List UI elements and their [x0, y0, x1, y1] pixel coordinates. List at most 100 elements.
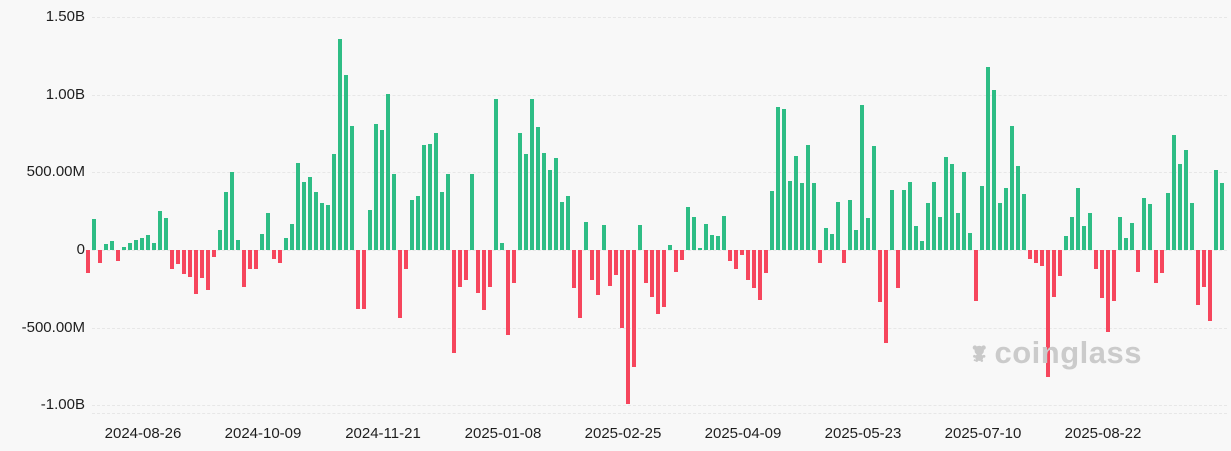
netflow-bar[interactable] [182, 250, 186, 275]
netflow-bar[interactable] [314, 191, 318, 250]
netflow-bar[interactable] [812, 183, 816, 250]
netflow-bar[interactable] [848, 200, 852, 250]
netflow-bar[interactable] [440, 191, 444, 250]
netflow-bar[interactable] [398, 250, 402, 319]
netflow-bar[interactable] [206, 250, 210, 290]
netflow-bar[interactable] [962, 171, 966, 250]
netflow-bar[interactable] [530, 98, 534, 250]
netflow-bar[interactable] [788, 180, 792, 250]
netflow-bar[interactable] [896, 250, 900, 289]
netflow-bar[interactable] [1052, 250, 1056, 297]
netflow-bar[interactable] [1148, 204, 1152, 250]
netflow-bar[interactable] [392, 173, 396, 250]
netflow-bar[interactable] [428, 144, 432, 250]
netflow-bar[interactable] [1172, 135, 1176, 250]
netflow-bar[interactable] [344, 75, 348, 250]
netflow-bar[interactable] [434, 133, 438, 250]
netflow-bar[interactable] [698, 247, 702, 250]
netflow-bar[interactable] [608, 250, 612, 286]
netflow-bar[interactable] [1028, 250, 1032, 260]
netflow-bar[interactable] [218, 229, 222, 250]
netflow-bar[interactable] [224, 191, 228, 250]
netflow-bar[interactable] [614, 250, 618, 275]
netflow-bar[interactable] [980, 186, 984, 250]
netflow-bar[interactable] [572, 250, 576, 289]
netflow-bar[interactable] [1082, 225, 1086, 250]
netflow-bar[interactable] [500, 243, 504, 250]
netflow-bar[interactable] [506, 250, 510, 335]
netflow-bar[interactable] [416, 196, 420, 250]
netflow-bar[interactable] [662, 250, 666, 307]
netflow-bar[interactable] [422, 145, 426, 250]
netflow-bar[interactable] [866, 218, 870, 250]
netflow-bar[interactable] [1136, 250, 1140, 272]
netflow-bar[interactable] [1154, 250, 1158, 284]
netflow-bar[interactable] [542, 152, 546, 250]
netflow-bar[interactable] [1112, 250, 1116, 302]
netflow-bar[interactable] [362, 250, 366, 310]
netflow-bar[interactable] [410, 200, 414, 250]
netflow-bar[interactable] [1130, 222, 1134, 250]
netflow-bar[interactable] [494, 98, 498, 250]
netflow-bar[interactable] [326, 204, 330, 250]
netflow-bar[interactable] [116, 250, 120, 261]
netflow-bar[interactable] [1124, 237, 1128, 250]
netflow-bar[interactable] [1076, 187, 1080, 250]
netflow-bar[interactable] [920, 240, 924, 250]
netflow-bar[interactable] [122, 246, 126, 250]
netflow-bar[interactable] [1004, 187, 1008, 250]
netflow-bar[interactable] [884, 250, 888, 344]
netflow-bar[interactable] [1040, 250, 1044, 267]
netflow-bar[interactable] [164, 218, 168, 250]
netflow-bar[interactable] [1046, 250, 1050, 378]
netflow-bar[interactable] [254, 250, 258, 269]
netflow-bar[interactable] [602, 225, 606, 250]
netflow-bar[interactable] [974, 250, 978, 302]
netflow-bar[interactable] [512, 250, 516, 284]
netflow-bar[interactable] [734, 250, 738, 269]
netflow-bar[interactable] [1190, 203, 1194, 250]
netflow-bar[interactable] [752, 250, 756, 289]
netflow-bar[interactable] [1070, 216, 1074, 250]
netflow-bar[interactable] [824, 228, 828, 250]
netflow-bar[interactable] [878, 250, 882, 303]
netflow-bar[interactable] [1022, 194, 1026, 250]
netflow-bar[interactable] [764, 250, 768, 273]
netflow-bar[interactable] [446, 173, 450, 250]
netflow-bar[interactable] [560, 201, 564, 250]
netflow-bar[interactable] [914, 225, 918, 250]
netflow-bar[interactable] [458, 250, 462, 287]
netflow-bar[interactable] [938, 216, 942, 250]
netflow-bar[interactable] [230, 172, 234, 250]
netflow-bar[interactable] [902, 190, 906, 250]
netflow-bar[interactable] [212, 250, 216, 257]
netflow-bar[interactable] [170, 250, 174, 269]
netflow-bar[interactable] [950, 163, 954, 250]
netflow-bar[interactable] [836, 201, 840, 250]
netflow-bar[interactable] [674, 250, 678, 272]
netflow-bar[interactable] [350, 125, 354, 250]
netflow-bar[interactable] [986, 67, 990, 250]
netflow-bar[interactable] [782, 109, 786, 250]
netflow-bar[interactable] [1184, 149, 1188, 250]
netflow-bar[interactable] [1034, 250, 1038, 264]
netflow-bar[interactable] [104, 243, 108, 250]
netflow-bar[interactable] [632, 250, 636, 367]
netflow-bar[interactable] [728, 250, 732, 261]
netflow-bar[interactable] [470, 173, 474, 250]
netflow-bar[interactable] [134, 239, 138, 250]
netflow-bar[interactable] [680, 250, 684, 261]
netflow-bar[interactable] [590, 250, 594, 280]
netflow-bar[interactable] [242, 250, 246, 287]
netflow-bar[interactable] [260, 233, 264, 250]
netflow-bar[interactable] [356, 250, 360, 310]
netflow-bar[interactable] [710, 235, 714, 250]
netflow-bar[interactable] [704, 224, 708, 250]
netflow-bar[interactable] [716, 236, 720, 250]
netflow-bar[interactable] [872, 145, 876, 250]
netflow-bar[interactable] [404, 250, 408, 270]
netflow-bar[interactable] [290, 223, 294, 250]
netflow-bar[interactable] [296, 163, 300, 250]
netflow-bar[interactable] [800, 183, 804, 250]
